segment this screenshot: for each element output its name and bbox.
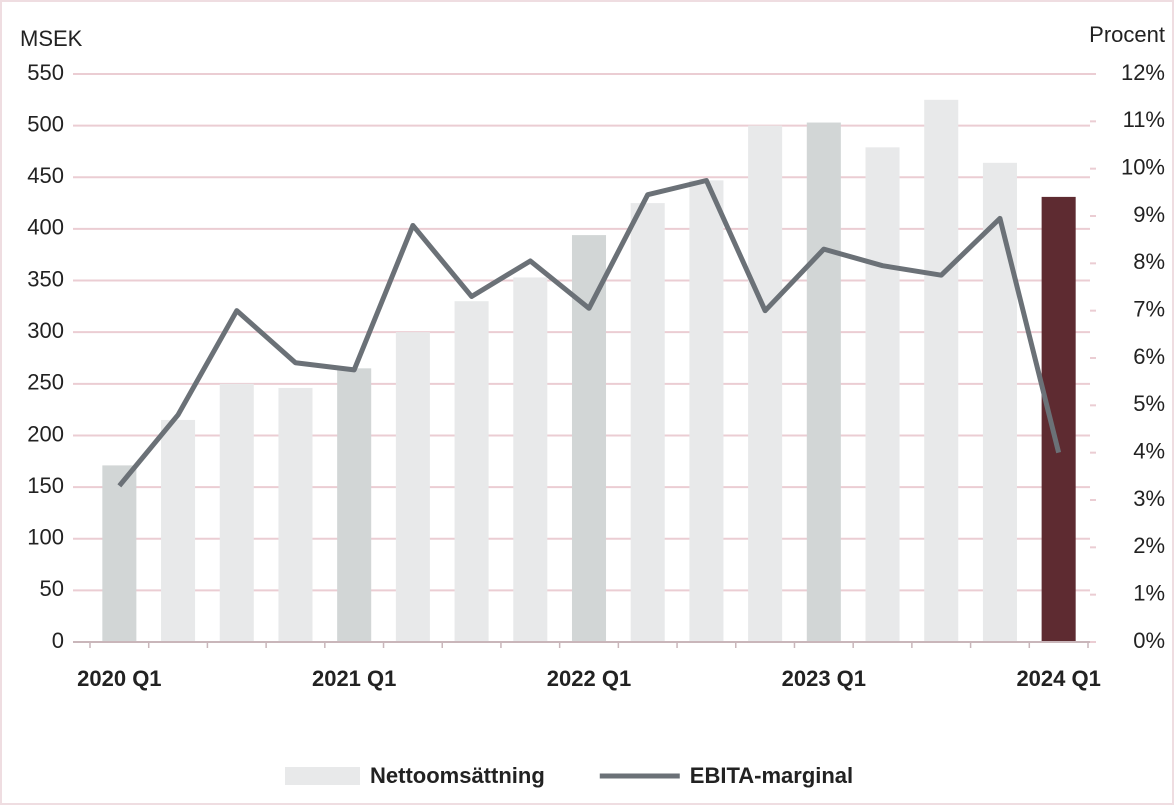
y-tick-label: 100 [27, 525, 64, 550]
bar [865, 147, 900, 642]
y-axis-title: MSEK [20, 26, 83, 51]
y-tick-label: 0 [52, 628, 64, 653]
y2-tick-label: 6% [1133, 344, 1165, 369]
line [117, 178, 1062, 488]
x-tick-label: 2023 Q1 [782, 666, 866, 691]
y2-tick-label: 7% [1133, 296, 1165, 321]
y-tick-label: 400 [27, 215, 64, 240]
x-tick-label: 2020 Q1 [77, 666, 161, 691]
x-tick-label: 2022 Q1 [547, 666, 631, 691]
bar [161, 419, 196, 642]
y-tick-label: 300 [27, 318, 64, 343]
y2-tick-label: 5% [1133, 391, 1165, 416]
y-tick-label: 50 [40, 576, 64, 601]
bar [102, 465, 137, 642]
y-tick-label: 450 [27, 163, 64, 188]
y-tick-label: 500 [27, 111, 64, 136]
y2-tick-label: 8% [1133, 249, 1165, 274]
bar [806, 122, 841, 642]
bar [689, 180, 724, 642]
bar [748, 125, 783, 643]
bar [337, 368, 372, 642]
bar [513, 277, 548, 642]
bar [219, 383, 254, 642]
bar [395, 332, 430, 642]
x-tick-label: 2021 Q1 [312, 666, 396, 691]
y-tick-label: 200 [27, 421, 64, 446]
bar [1041, 196, 1076, 643]
y-tick-label: 550 [27, 60, 64, 85]
legend-swatch [285, 767, 360, 785]
y2-tick-label: 3% [1133, 486, 1165, 511]
y2-tick-label: 1% [1133, 580, 1165, 605]
bar [982, 162, 1017, 642]
legend-label: EBITA-marginal [690, 763, 853, 788]
y2-tick-label: 4% [1133, 438, 1165, 463]
y2-tick-label: 0% [1133, 628, 1165, 653]
y-tick-label: 150 [27, 473, 64, 498]
y-tick-label: 250 [27, 370, 64, 395]
y2-tick-label: 12% [1121, 60, 1165, 85]
y2-tick-label: 2% [1133, 533, 1165, 558]
y-tick-label: 350 [27, 266, 64, 291]
bar [630, 203, 665, 642]
bar [454, 301, 489, 642]
y2-tick-label: 11% [1123, 107, 1165, 132]
bar [924, 99, 959, 643]
legend-label: Nettoomsättning [370, 763, 545, 788]
y2-axis-title: Procent [1089, 22, 1165, 47]
x-tick-label: 2024 Q1 [1016, 666, 1100, 691]
bar [278, 387, 313, 642]
y2-tick-label: 9% [1133, 202, 1165, 227]
y2-tick-label: 10% [1121, 154, 1165, 179]
